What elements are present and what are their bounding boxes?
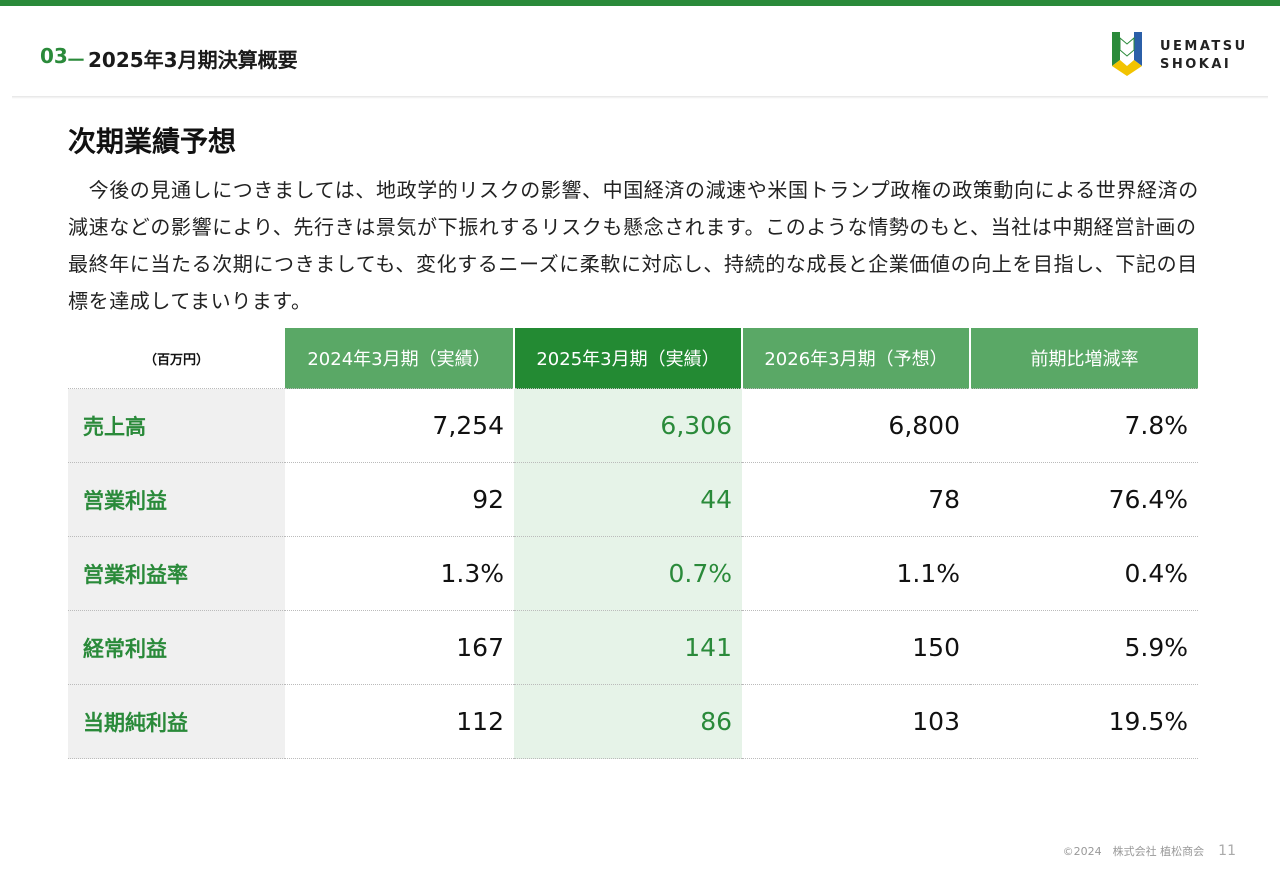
outlook-paragraph: 今後の見通しにつきましては、地政学的リスクの影響、中国経済の減速や米国トランプ政… (68, 178, 1199, 313)
table-cell: 92 (285, 462, 514, 537)
column-header-current: 2025年3月期（実績） (513, 328, 742, 389)
table-row: 経常利益 167 141 150 5.9% (68, 610, 1198, 685)
table-cell: 76.4% (970, 462, 1198, 537)
section-title: 次期業績予想 (68, 125, 237, 158)
table-cell: 6,800 (742, 388, 970, 463)
page-number: 11 (1218, 843, 1236, 859)
table-cell: 7,254 (285, 388, 514, 463)
row-label: 売上高 (68, 388, 285, 463)
section-number: 03 (40, 44, 68, 68)
top-accent-bar (0, 0, 1280, 6)
table-row: 当期純利益 112 86 103 19.5% (68, 684, 1198, 759)
page-header: 03 － 2025年3月期決算概要 UEMATSU SHOKAI (0, 6, 1280, 98)
table-cell: 112 (285, 684, 514, 759)
table-row: 売上高 7,254 6,306 6,800 7.8% (68, 388, 1198, 463)
unit-label: （百万円） (68, 328, 285, 389)
table-cell: 1.1% (742, 536, 970, 611)
page-footer: ©2024 株式会社 植松商会 11 (1063, 843, 1236, 859)
table-cell: 5.9% (970, 610, 1198, 685)
table-cell: 7.8% (970, 388, 1198, 463)
column-header: 2024年3月期（実績） (285, 328, 514, 389)
header-divider (12, 96, 1268, 99)
row-label: 経常利益 (68, 610, 285, 685)
row-label: 当期純利益 (68, 684, 285, 759)
table-cell: 0.4% (970, 536, 1198, 611)
table-row: 営業利益率 1.3% 0.7% 1.1% 0.4% (68, 536, 1198, 611)
table-cell: 103 (742, 684, 970, 759)
table-cell-current: 141 (514, 610, 742, 685)
table-cell: 19.5% (970, 684, 1198, 759)
table-cell-current: 86 (514, 684, 742, 759)
table-cell: 150 (742, 610, 970, 685)
row-label: 営業利益 (68, 462, 285, 537)
table-cell-current: 6,306 (514, 388, 742, 463)
table-cell: 1.3% (285, 536, 514, 611)
copyright-text: ©2024 株式会社 植松商会 (1062, 845, 1205, 858)
logo-mark-icon (1112, 32, 1142, 76)
table-header-row: （百万円） 2024年3月期（実績） 2025年3月期（実績） 2026年3月期… (68, 328, 1198, 389)
logo-text-line1: UEMATSU (1160, 39, 1248, 54)
table-row: 営業利益 92 44 78 76.4% (68, 462, 1198, 537)
section-dash: － (66, 48, 86, 72)
logo-text-line2: SHOKAI (1160, 57, 1232, 72)
column-header: 2026年3月期（予想） (741, 328, 970, 389)
column-header: 前期比増減率 (969, 328, 1198, 389)
row-label: 営業利益率 (68, 536, 285, 611)
table-cell-current: 44 (514, 462, 742, 537)
page-header-title: 2025年3月期決算概要 (88, 48, 298, 72)
table-cell: 78 (742, 462, 970, 537)
company-logo: UEMATSU SHOKAI (1110, 30, 1260, 82)
table-cell-current: 0.7% (514, 536, 742, 611)
forecast-table: （百万円） 2024年3月期（実績） 2025年3月期（実績） 2026年3月期… (68, 328, 1198, 759)
table-cell: 167 (285, 610, 514, 685)
